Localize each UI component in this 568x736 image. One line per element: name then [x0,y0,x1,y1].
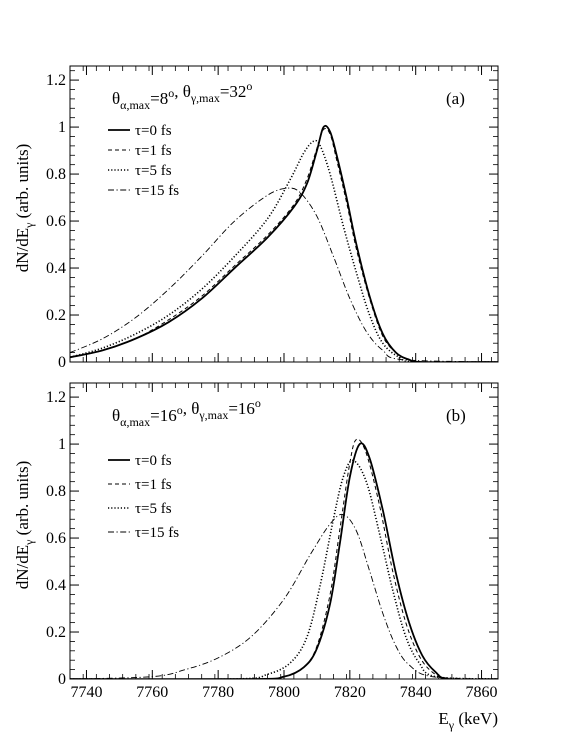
annotation-separator: , [174,82,183,101]
panel-b: 0 0.2 0.4 0.6 0.8 1 1.2 7740 7760 7780 7800 7820 784… [13,382,499,732]
theta-gamma-symbol: θ [191,399,199,418]
series-line-3 [70,187,498,362]
legend-entry: τ=0 fs [135,453,172,469]
theta-alpha-subscript: α,max [120,415,150,429]
legend-text: =5 fs [141,501,172,517]
x-tick-label: 7860 [466,684,498,701]
legend-symbol: τ [135,183,141,199]
legend-text: =0 fs [141,453,172,469]
x-label-subscript: γ [448,718,455,732]
theta-alpha-superscript: o [168,86,174,100]
y-tick-label: 1.2 [46,72,66,89]
panel-label: (a) [446,89,465,108]
series-line-1 [70,127,498,362]
series-group [70,124,498,362]
legend-entry: τ=1 fs [135,143,172,159]
theta-alpha-symbol: θ [112,89,120,108]
legend-symbol: τ [135,477,141,493]
y-label-subscript: γ [22,222,36,229]
legend-text: =1 fs [141,143,172,159]
series-line-3 [70,513,498,679]
legend-entry: τ=15 fs [135,183,179,199]
theta-alpha-value: =16 [150,406,177,425]
series-line-2 [70,139,498,362]
theta-gamma-subscript: γ,max [198,408,228,422]
legend-text: =1 fs [141,477,172,493]
y-axis-label: dN/dEγ (arb. units) [13,461,36,590]
theta-gamma-value: =32 [220,82,247,101]
theta-alpha-subscript: α,max [120,98,150,112]
y-tick-label: 0.8 [46,166,66,183]
series-line-2 [70,459,498,679]
y-label-rest: (arb. units) [13,144,32,223]
theta-alpha-value: =8 [150,89,168,108]
y-tick-label: 1 [58,119,66,136]
legend-text: =0 fs [141,123,172,139]
y-tick-label: 0.4 [46,260,66,277]
legend-entry: τ=5 fs [135,163,172,179]
theta-gamma-subscript: γ,max [190,91,220,105]
legend-text: =15 fs [141,183,179,199]
y-label-rest: (arb. units) [13,461,32,540]
series-line-1 [70,438,498,679]
theta-gamma-value: =16 [228,399,255,418]
x-tick-label: 7740 [70,684,102,701]
x-tick-label: 7840 [400,684,432,701]
legend-entry: τ=0 fs [135,123,172,139]
y-label-main: dN/dE [13,545,32,589]
y-tick-label: 0.2 [46,307,66,324]
y-tick-label: 1.2 [46,389,66,406]
angle-annotation: θα,max=16o, θγ,max=16o [112,396,261,429]
y-tick-label: 0.2 [46,624,66,641]
legend-symbol: τ [135,143,141,159]
legend-text: =5 fs [141,163,172,179]
y-tick-label: 0 [58,671,66,688]
legend-symbol: τ [135,123,141,139]
y-label-main: dN/dE [13,228,32,272]
theta-gamma-superscript: o [255,396,261,410]
x-label-main: E [438,709,448,728]
legend-symbol: τ [135,163,141,179]
panel-a: 00.20.40.60.811.2τ=0 fsτ=1 fsτ=5 fsτ=15 … [13,65,499,371]
legend-entry: τ=5 fs [135,501,172,517]
y-tick-label: 0.4 [46,577,66,594]
x-tick-label: 7780 [202,684,234,701]
legend-text: =15 fs [141,525,179,541]
angle-annotation: θα,max=8o, θγ,max=32o [112,79,252,112]
y-tick-label: 0.6 [46,213,66,230]
series-line-0 [70,124,498,362]
theta-alpha-superscript: o [177,403,183,417]
x-axis-label: Eγ (keV) [438,709,498,732]
theta-alpha-symbol: θ [112,406,120,425]
annotation-separator: , [183,399,192,418]
y-tick-label: 0.6 [46,530,66,547]
series-group [70,438,498,679]
theta-gamma-superscript: o [246,79,252,93]
legend-entry: τ=1 fs [135,477,172,493]
x-tick-label: 7820 [334,684,366,701]
panel-label: (b) [446,406,466,425]
x-tick-label: 7800 [268,684,300,701]
legend-symbol: τ [135,501,141,517]
x-label-rest: (keV) [454,709,498,728]
x-tick-label: 7760 [136,684,168,701]
y-tick-label: 0.8 [46,483,66,500]
legend-entry: τ=15 fs [135,525,179,541]
legend-symbol: τ [135,453,141,469]
y-tick-label: 1 [58,436,66,453]
y-axis-label: dN/dEγ (arb. units) [13,144,36,273]
legend-symbol: τ [135,525,141,541]
y-tick-label: 0 [58,354,66,371]
y-label-subscript: γ [22,539,36,546]
theta-gamma-symbol: θ [183,82,191,101]
